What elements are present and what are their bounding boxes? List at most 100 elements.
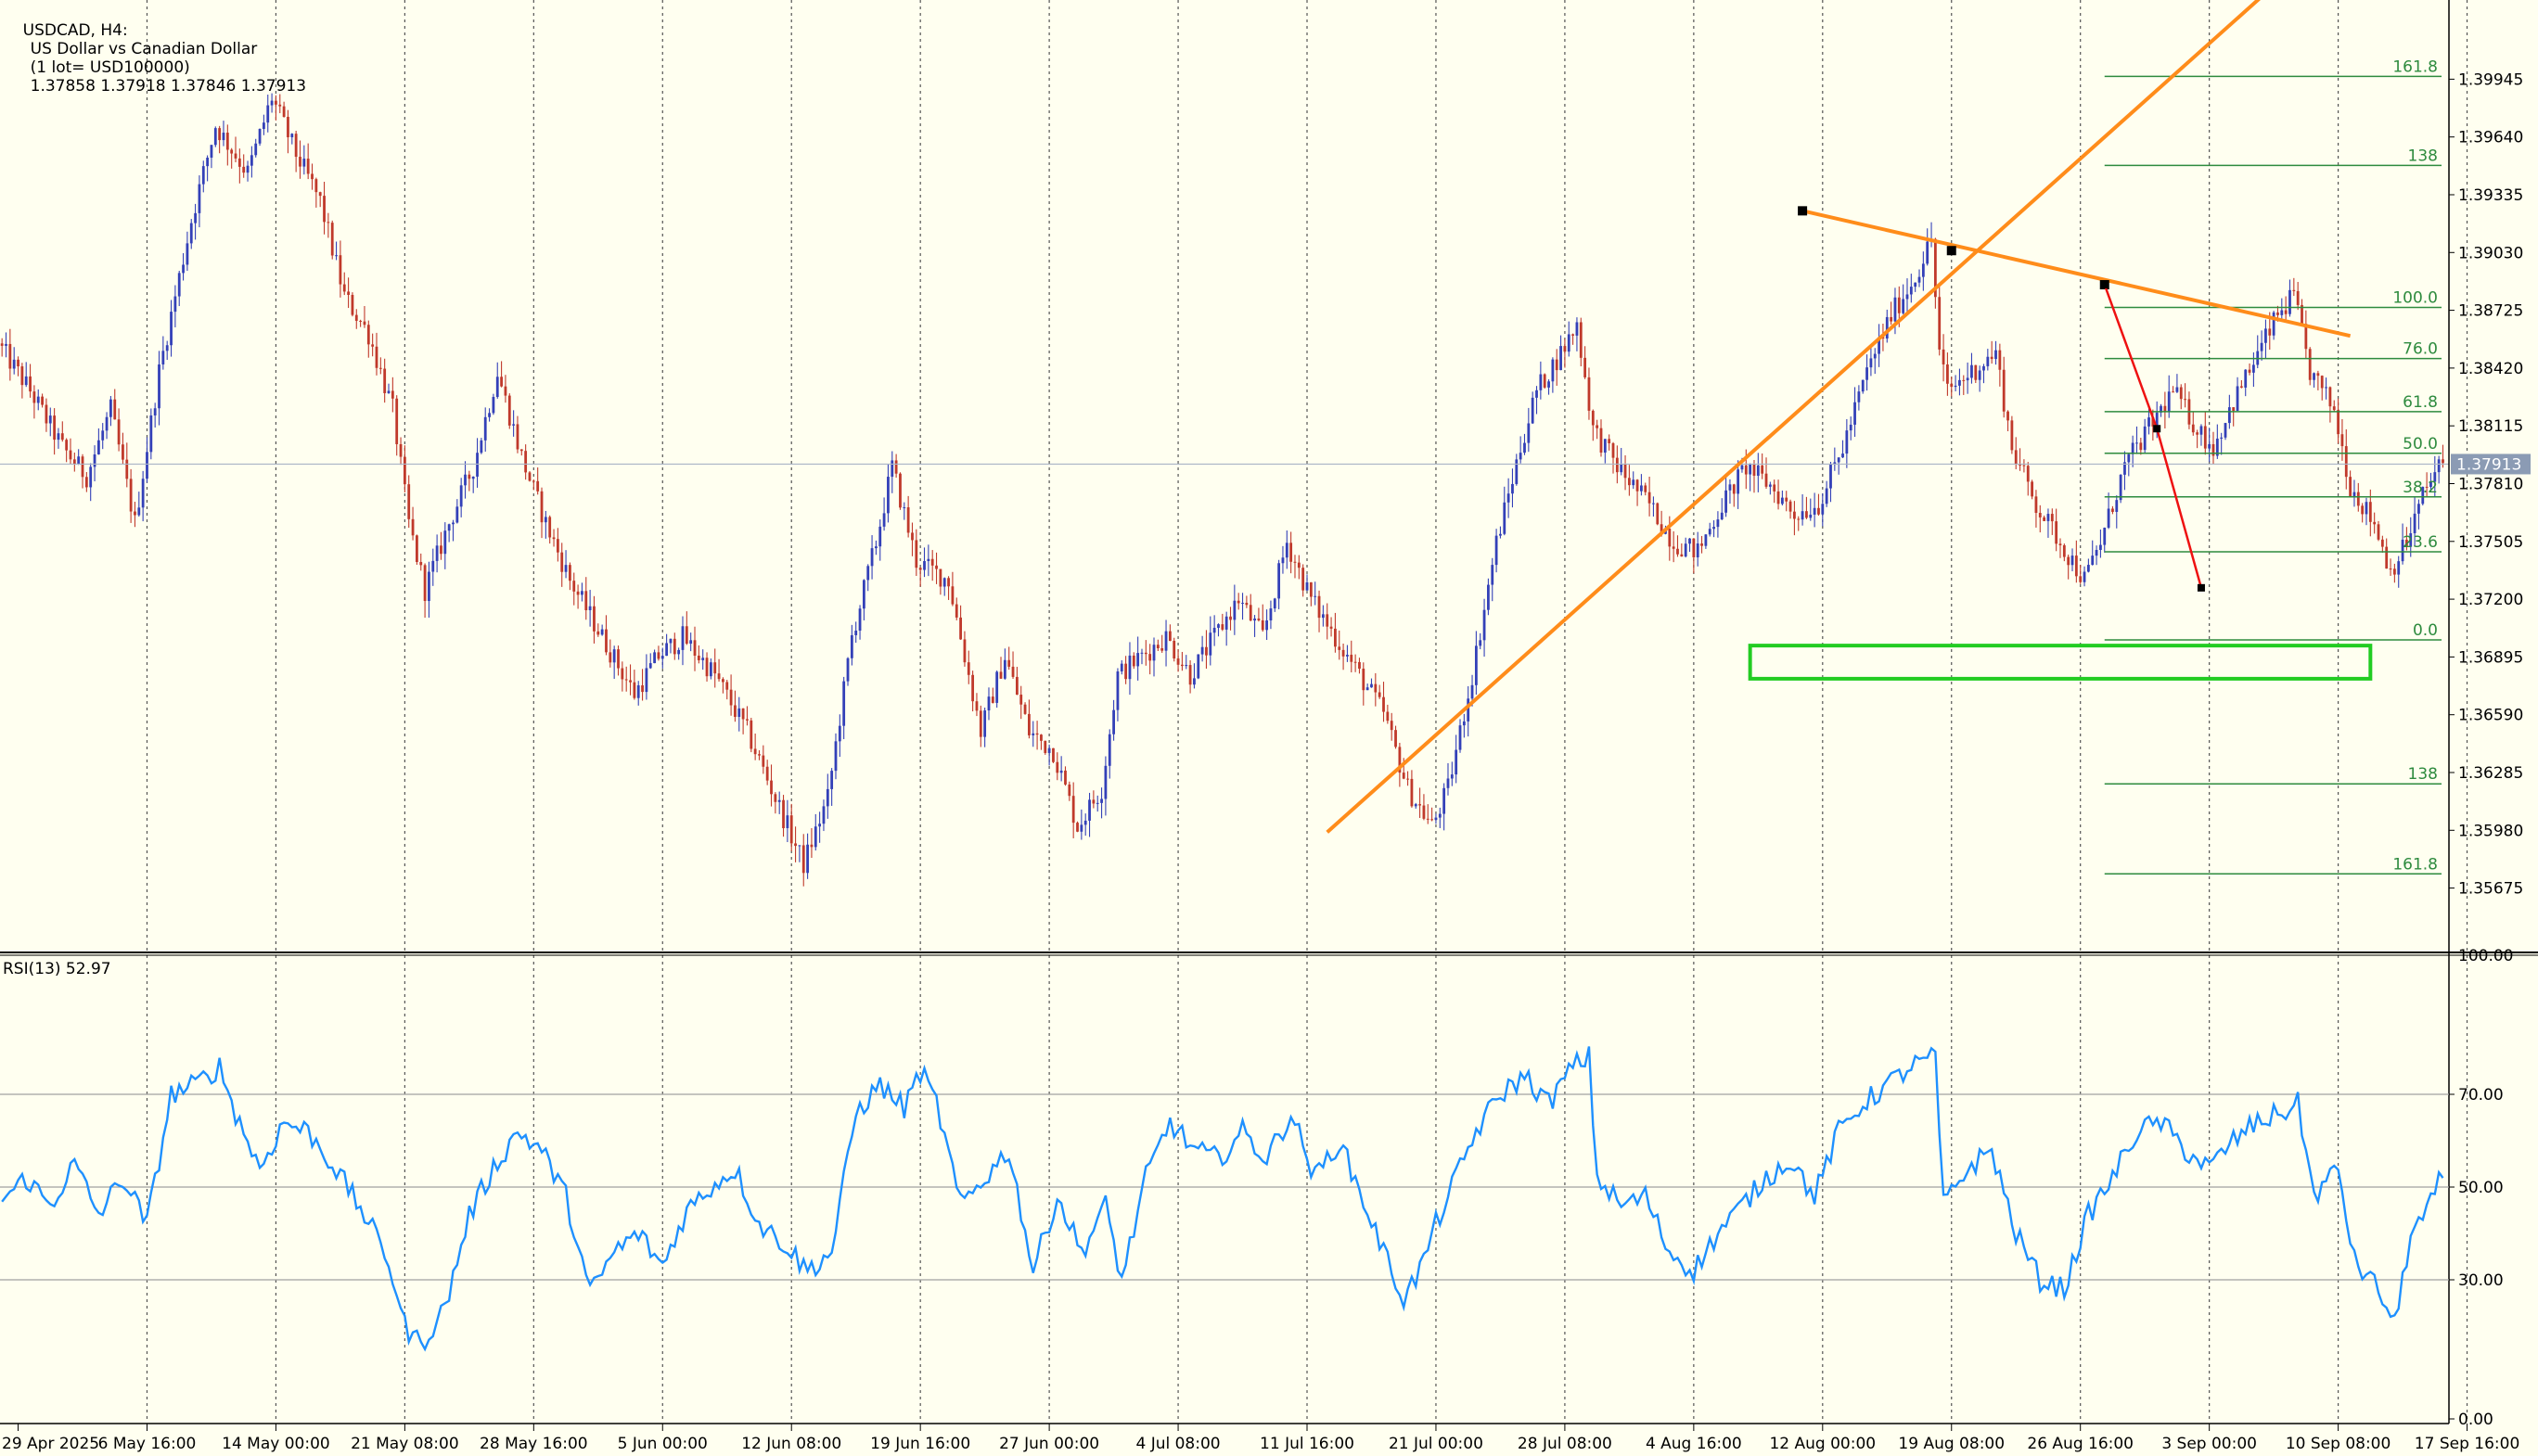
fib-level-label: 61.8 xyxy=(2403,393,2438,412)
candle-body xyxy=(435,545,439,561)
candle-body xyxy=(866,566,870,581)
candle-body xyxy=(1168,631,1172,641)
fib-level-label: 23.6 xyxy=(2403,533,2438,552)
candle-body xyxy=(1591,410,1595,426)
candle-body xyxy=(1793,511,1796,519)
candle-body xyxy=(81,456,84,478)
candle-body xyxy=(2344,446,2348,478)
candle-body xyxy=(636,684,640,698)
candle-body xyxy=(621,668,624,680)
candle-body xyxy=(1193,678,1196,685)
candle-body xyxy=(560,552,564,572)
candle-body xyxy=(2172,391,2174,393)
candle-body xyxy=(1543,374,1546,388)
candle-body xyxy=(306,159,310,174)
candle-body xyxy=(72,459,76,465)
candle-body xyxy=(1269,608,1273,620)
candle-body xyxy=(1023,704,1027,714)
fib-level-label: 76.0 xyxy=(2403,340,2438,359)
candle-body xyxy=(351,294,354,315)
y-axis-label: 1.36895 xyxy=(2458,648,2523,667)
y-axis-label: 1.36590 xyxy=(2458,707,2523,725)
candle-body xyxy=(391,390,394,399)
rsi-header: RSI(13) 52.97 xyxy=(3,960,111,978)
candle-body xyxy=(717,673,721,680)
candle-body xyxy=(887,477,890,514)
candle-body xyxy=(1647,492,1651,504)
candle-body xyxy=(1539,374,1543,390)
candle-body xyxy=(1740,465,1744,470)
candle-body xyxy=(1173,640,1176,659)
descending-trendline[interactable] xyxy=(1801,209,2352,338)
candle-body xyxy=(476,453,479,477)
candle-body xyxy=(701,658,705,660)
candle-body xyxy=(2179,387,2183,400)
candle-body xyxy=(1100,798,1103,803)
candle-body xyxy=(1720,512,1724,520)
candle-body xyxy=(1181,664,1184,667)
support-zone-rect[interactable] xyxy=(1748,644,2373,681)
candle-body xyxy=(2019,464,2021,466)
candle-body xyxy=(161,351,165,364)
candle-body xyxy=(2014,450,2018,465)
candle-body xyxy=(1273,598,1276,609)
candle-body xyxy=(1837,457,1840,463)
trendline-anchor-point[interactable] xyxy=(1946,246,1956,256)
trendline-anchor-point[interactable] xyxy=(1798,206,1808,216)
candle-body xyxy=(263,122,265,130)
candle-body xyxy=(447,524,451,531)
candle-body xyxy=(182,264,185,274)
candle-body xyxy=(959,617,962,640)
candle-body xyxy=(359,320,363,322)
candle-body xyxy=(1124,663,1128,680)
candle-body xyxy=(963,639,967,663)
candle-body xyxy=(222,133,225,141)
candle-body xyxy=(2409,533,2413,547)
candle-body xyxy=(854,631,858,635)
candle-body xyxy=(117,419,121,445)
x-axis-label: 12 Aug 00:00 xyxy=(1769,1435,1876,1453)
candle-body xyxy=(1620,464,1623,473)
candle-body xyxy=(1338,646,1341,650)
candle-body xyxy=(278,104,282,107)
candle-body xyxy=(419,561,423,566)
candle-body xyxy=(1241,602,1244,604)
candle-body xyxy=(2026,466,2030,482)
candle-body xyxy=(596,631,600,635)
candle-body xyxy=(532,480,535,482)
candle-body xyxy=(894,460,898,474)
candle-body xyxy=(1358,661,1361,670)
candle-body xyxy=(987,696,991,711)
candle-body xyxy=(722,679,724,683)
candle-body xyxy=(423,565,427,602)
candle-body xyxy=(782,799,785,829)
candle-body xyxy=(1547,381,1550,388)
candle-body xyxy=(1700,543,1703,546)
y-axis-label: 1.36285 xyxy=(2458,764,2523,783)
candle-body xyxy=(1108,734,1111,766)
candle-body xyxy=(69,450,72,460)
candle-body xyxy=(798,845,801,847)
candle-body xyxy=(923,561,926,570)
candle-body xyxy=(725,682,729,690)
swing-anchor-point[interactable] xyxy=(2153,425,2161,433)
candle-body xyxy=(2091,556,2095,566)
swing-anchor-point[interactable] xyxy=(2100,281,2109,289)
candle-body xyxy=(1104,765,1108,799)
candle-body xyxy=(584,591,588,611)
x-axis-label: 12 Jun 08:00 xyxy=(741,1435,841,1453)
candle-body xyxy=(5,343,7,346)
candle-body xyxy=(697,656,700,660)
candle-body xyxy=(935,565,938,569)
ascending-trendline[interactable] xyxy=(1326,0,2266,834)
candle-body xyxy=(2380,539,2384,547)
swing-anchor-point[interactable] xyxy=(2197,583,2205,592)
candle-body xyxy=(213,128,217,146)
candle-body xyxy=(2389,568,2392,570)
candle-body xyxy=(2239,386,2243,388)
candle-body xyxy=(1136,653,1140,667)
candle-body xyxy=(2397,561,2401,575)
candle-body xyxy=(335,255,338,257)
